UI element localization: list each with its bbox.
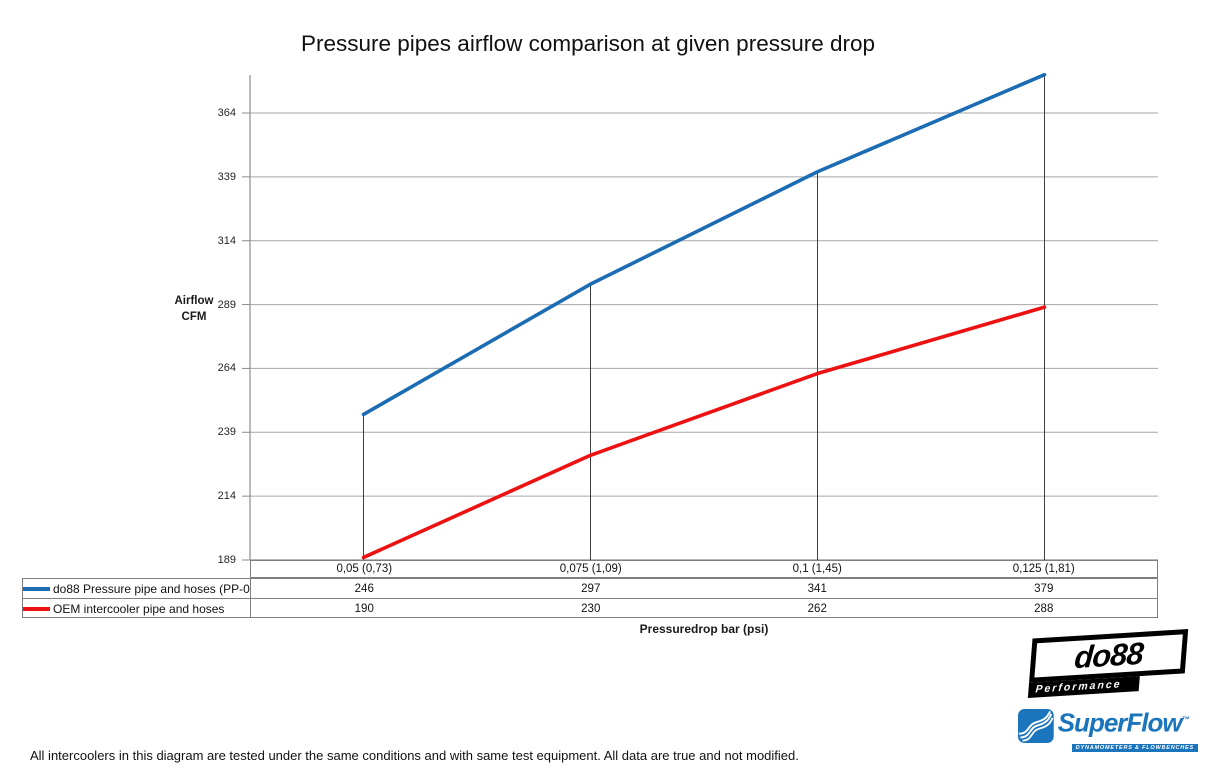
category-label: 0,125 (1,81): [1012, 563, 1075, 575]
y-tick-label: 264: [217, 362, 236, 375]
category-label: 0,075 (1,09): [559, 563, 622, 575]
y-tick-label: 189: [217, 554, 236, 566]
series-value-cell: 341: [807, 582, 827, 595]
y-tick-label: 339: [217, 170, 236, 183]
y-tick-label: 239: [217, 426, 236, 439]
series-value-row: 246 297 341 379: [251, 579, 1157, 599]
superflow-logo-text: SuperFlow™: [1057, 707, 1190, 738]
y-tick-label: 214: [217, 490, 236, 503]
legend-line-swatch: [23, 586, 50, 591]
legend-series-label: do88 Pressure pipe and hoses (PP-03): [53, 581, 261, 596]
category-label: 0,1 (1,45): [792, 563, 842, 575]
legend-column: do88 Pressure pipe and hoses (PP-03) OEM …: [22, 578, 260, 618]
chart-title: Pressure pipes airflow comparison at giv…: [300, 31, 876, 56]
legend-row: OEM intercooler pipe and hoses: [23, 599, 250, 618]
x-axis-title: Pressuredrop bar (psi): [639, 622, 769, 636]
series-value-cell: 297: [581, 582, 601, 595]
do88-logo-frame: do88: [1029, 629, 1189, 683]
series-value-cell: 288: [1034, 602, 1054, 615]
trademark-symbol: ™: [1181, 715, 1190, 724]
do88-logo-text: do88: [1073, 635, 1145, 676]
y-tick-label: 314: [217, 234, 236, 247]
do88-logo: do88 Performance: [1027, 629, 1189, 699]
series-value-rows: 246 297 341 379 190 230 262 288: [250, 578, 1158, 618]
y-tick-label: 289: [217, 298, 236, 311]
footnote-text: All intercoolers in this diagram are tes…: [30, 748, 799, 763]
category-label-row: 0,05 (0,73) 0,075 (1,09) 0,1 (1,45) 0,125 (…: [250, 560, 1158, 578]
legend-row: do88 Pressure pipe and hoses (PP-03): [23, 579, 260, 599]
superflow-logo: SuperFlow™ DYNAMOMETERS & FLOWBENCHES: [1018, 705, 1198, 752]
y-axis-title: Airflow CFM: [156, 293, 232, 325]
legend-series-label: OEM intercooler pipe and hoses: [53, 601, 225, 616]
y-tick-label: 364: [217, 107, 236, 119]
series-line-do88: [361, 72, 1047, 417]
category-label: 0,05 (0,73): [336, 563, 393, 575]
y-axis-title-line1: Airflow: [174, 295, 214, 307]
series-value-row: 190 230 262 288: [251, 599, 1157, 618]
series-line-oem: [361, 305, 1047, 560]
superflow-swoosh-icon: [1018, 708, 1054, 744]
superflow-logo-subtitle: DYNAMOMETERS & FLOWBENCHES: [1071, 743, 1198, 752]
series-value-cell: 230: [581, 602, 601, 615]
series-value-cell: 190: [354, 602, 374, 615]
series-value-cell: 262: [807, 602, 827, 615]
legend-line-swatch: [23, 606, 50, 611]
series-value-cell: 246: [354, 582, 374, 595]
y-axis-title-line2: CFM: [181, 311, 207, 323]
series-value-cell: 379: [1034, 582, 1054, 595]
